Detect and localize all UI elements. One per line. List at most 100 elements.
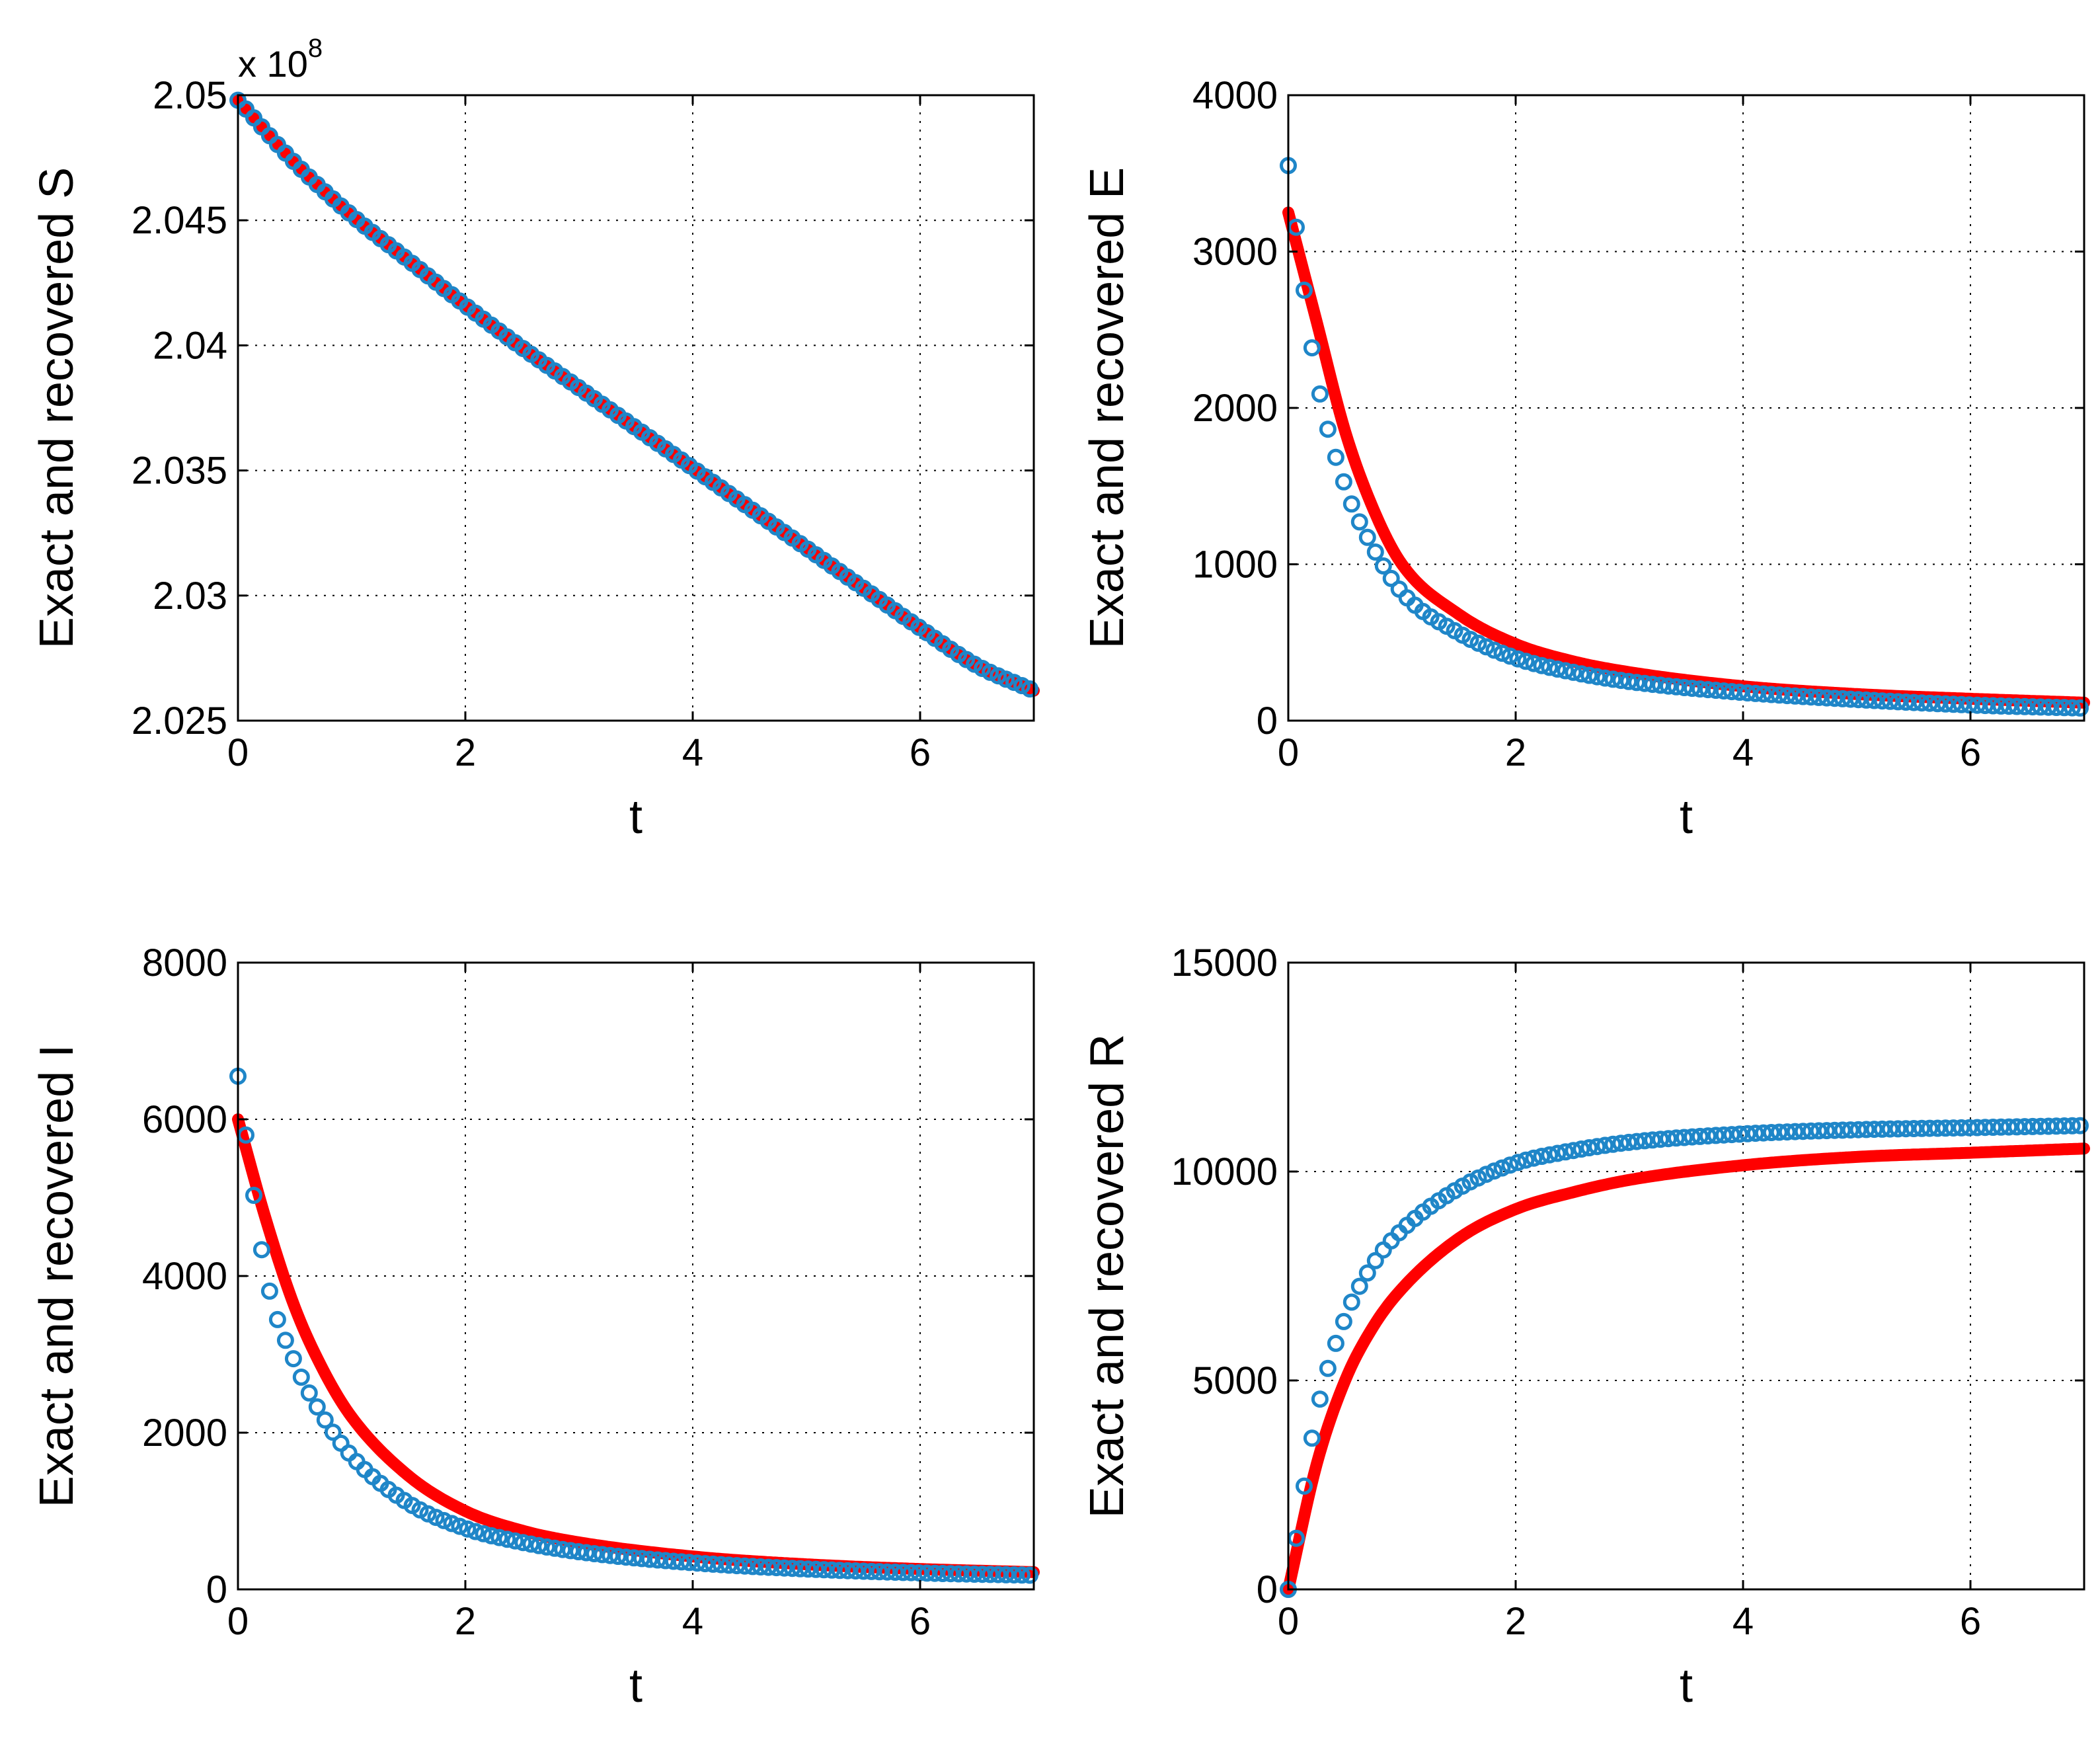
series-recovered-marker (1778, 1123, 1796, 1141)
series-recovered-marker (1738, 1125, 1756, 1142)
series-recovered-marker (1770, 686, 1788, 704)
x-tick-label: 0 (227, 1600, 249, 1643)
series-recovered-marker (2048, 1117, 2065, 1135)
y-tick-label: 0 (1257, 1568, 1278, 1611)
series-recovered-marker (1342, 495, 1360, 513)
series-recovered-marker (2000, 1118, 2018, 1136)
series-recovered-marker (2064, 1117, 2081, 1135)
series-recovered-marker (2032, 1117, 2050, 1135)
x-tick-label: 4 (1732, 731, 1754, 774)
series-recovered-marker (1296, 281, 1313, 299)
series-recovered-marker (1327, 448, 1344, 466)
y-multiplier-exponent: 8 (308, 34, 323, 63)
series-recovered-marker (1961, 696, 1978, 714)
series-recovered-marker (1794, 1123, 1812, 1140)
series-recovered-marker (1723, 1126, 1740, 1144)
axes-background-e (1288, 95, 2084, 721)
series-recovered-marker (245, 1187, 262, 1204)
series-recovered-marker (1842, 690, 1859, 708)
series-recovered-marker (894, 1564, 912, 1581)
series-recovered-marker (546, 1539, 564, 1557)
series-recovered-marker (475, 1525, 492, 1542)
series-recovered-marker (1770, 1123, 1788, 1141)
series-recovered-marker (1580, 1139, 1598, 1156)
series-recovered-marker (1929, 1119, 1947, 1137)
series-recovered-marker (570, 1543, 588, 1560)
series-recovered-marker (1921, 694, 1939, 712)
series-recovered-marker (918, 1564, 936, 1582)
series-recovered-marker (1707, 682, 1725, 699)
series-recovered-marker (744, 1558, 761, 1575)
series-recovered-marker (2056, 1117, 2073, 1135)
series-recovered-marker (498, 1531, 516, 1548)
series-recovered-marker (728, 1557, 746, 1575)
series-recovered-marker (1684, 1128, 1701, 1146)
series-recovered-marker (1549, 1144, 1567, 1162)
series-recovered-marker (268, 1310, 286, 1328)
series-recovered-marker (934, 1565, 952, 1582)
y-tick-label: 2000 (142, 1412, 227, 1455)
series-recovered-marker (1660, 677, 1677, 695)
series-recovered-marker (490, 1529, 508, 1546)
series-recovered-marker (316, 1411, 334, 1429)
series-recovered-marker (1857, 1121, 1875, 1138)
series-recovered-marker (1021, 1566, 1038, 1584)
series-recovered-marker (958, 1565, 976, 1583)
series-recovered-marker (1620, 672, 1638, 690)
series-recovered-marker (633, 1550, 650, 1568)
series-recovered-marker (1588, 1138, 1606, 1156)
series-recovered-marker (641, 1550, 658, 1568)
series-recovered-marker (276, 1332, 294, 1349)
series-recovered-marker (1945, 1119, 1963, 1137)
series-recovered-marker (775, 1559, 793, 1577)
x-axis-label-r: t (1680, 1659, 1693, 1712)
series-recovered-marker (831, 1562, 849, 1579)
series-recovered-marker (1699, 1127, 1717, 1145)
series-recovered-marker (966, 1566, 984, 1583)
series-recovered-marker (1509, 650, 1527, 668)
series-recovered-marker (1881, 692, 1899, 710)
series-recovered-marker (1754, 685, 1772, 703)
series-recovered-marker (2016, 698, 2034, 715)
y-tick-label: 0 (206, 1568, 227, 1611)
series-recovered-marker (1976, 697, 1994, 715)
series-recovered-marker (926, 1564, 944, 1582)
series-recovered-marker (1865, 692, 1883, 709)
y-tick-label: 2.045 (132, 199, 227, 242)
y-axis-label-i: Exact and recovered I (30, 1045, 83, 1507)
series-recovered-marker (2072, 699, 2089, 717)
series-recovered-marker (1857, 691, 1875, 709)
series-recovered-marker (1676, 1129, 1693, 1146)
series-recovered-marker (578, 1544, 596, 1562)
series-recovered-marker (688, 1554, 706, 1572)
series-recovered-marker (1897, 694, 1915, 711)
series-recovered-marker (538, 1538, 556, 1556)
y-axis-label-e: Exact and recovered E (1081, 167, 1134, 649)
series-recovered-marker (1644, 1131, 1662, 1149)
series-recovered-marker (1612, 672, 1630, 690)
series-recovered-marker (483, 1527, 500, 1544)
y-tick-label: 2.035 (132, 450, 227, 493)
series-recovered-marker (1691, 680, 1709, 698)
y-axis-label-r: Exact and recovered R (1081, 1034, 1134, 1518)
series-recovered-marker (712, 1556, 730, 1574)
series-recovered-marker (1723, 683, 1740, 701)
series-recovered-marker (2008, 698, 2026, 715)
series-recovered-marker (672, 1553, 690, 1571)
series-recovered-marker (594, 1546, 611, 1564)
series-recovered-marker (1660, 1130, 1677, 1148)
series-recovered-marker (1358, 528, 1376, 546)
series-recovered-marker (1849, 1121, 1867, 1138)
series-recovered-marker (308, 1398, 326, 1415)
series-recovered-marker (1929, 695, 1947, 713)
series-recovered-marker (2040, 698, 2058, 716)
series-recovered-marker (1984, 697, 2002, 715)
series-recovered-marker (1557, 662, 1575, 680)
series-recovered-marker (2072, 1117, 2089, 1135)
series-recovered-marker (1013, 1566, 1031, 1584)
x-tick-label: 6 (1960, 731, 1981, 774)
series-recovered-marker (1826, 1121, 1844, 1139)
series-recovered-marker (1834, 1121, 1851, 1139)
series-recovered-marker (1834, 690, 1851, 707)
series-recovered-marker (1296, 1477, 1313, 1495)
